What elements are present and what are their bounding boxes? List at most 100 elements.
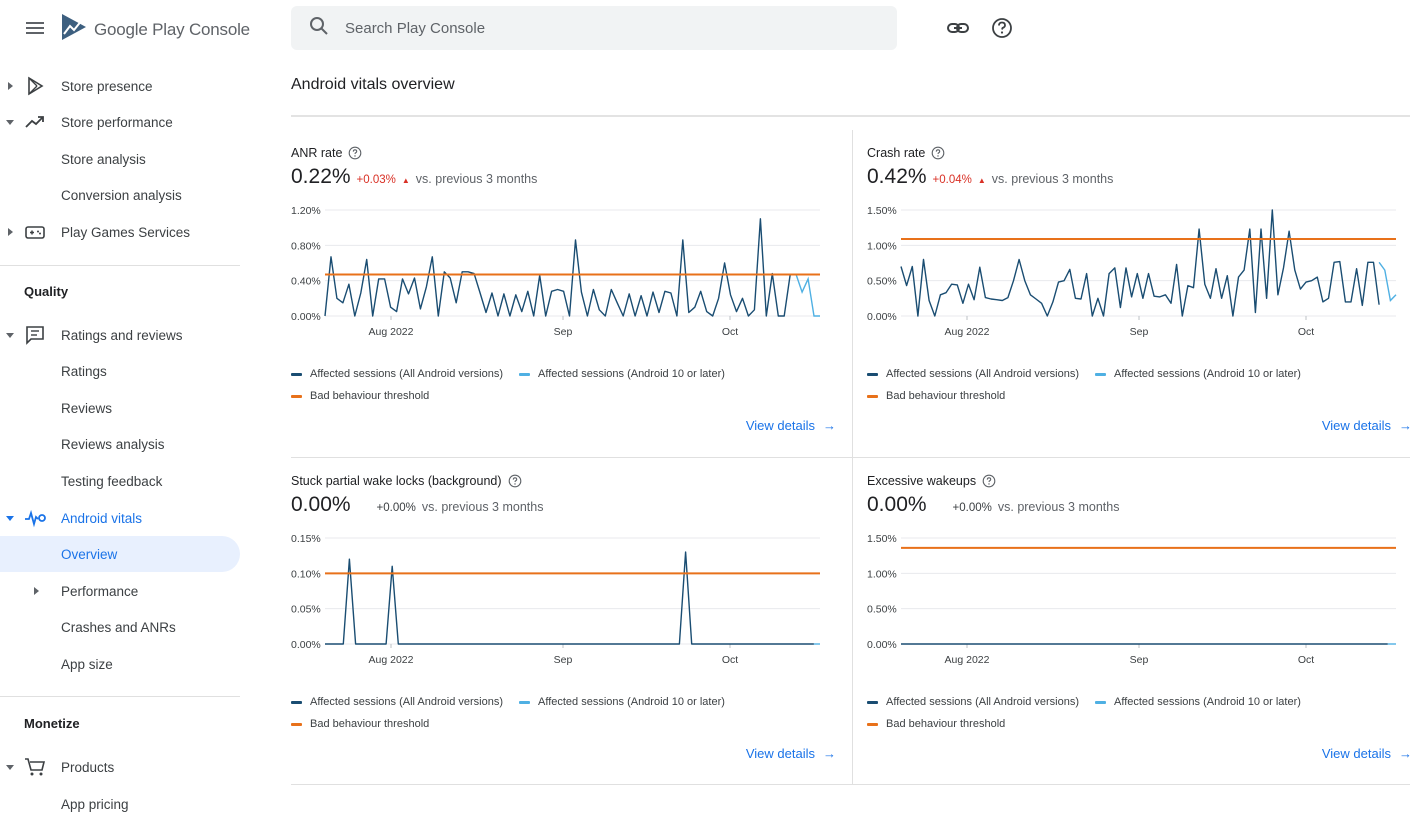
legend-item-all: Affected sessions (All Android versions): [867, 696, 1079, 708]
sidebar-item-play-games-services[interactable]: Play Games Services: [0, 214, 240, 250]
play-icon: [28, 76, 44, 96]
x-tick-label: Oct: [722, 654, 738, 666]
caret-down-icon[interactable]: [4, 512, 16, 524]
y-tick-label: 0.00%: [291, 311, 321, 323]
sidebar-item-reviews-analysis[interactable]: Reviews analysis: [0, 426, 240, 462]
sidebar-item-android-vitals[interactable]: Android vitals: [0, 500, 240, 536]
metric-value: 0.00%: [291, 493, 351, 516]
metric-value: 0.00%: [867, 493, 927, 516]
search-input[interactable]: [345, 19, 865, 37]
card-title: Excessive wakeups: [867, 474, 996, 488]
sidebar-item-store-presence[interactable]: Store presence: [0, 68, 240, 104]
y-tick-label: 0.00%: [867, 639, 897, 651]
metric-comparison: vs. previous 3 months: [421, 500, 544, 514]
caret-right-icon[interactable]: [4, 80, 16, 92]
series-line-android10: [795, 274, 820, 317]
sidebar-item-label: Store presence: [61, 78, 153, 94]
cart-icon: [25, 758, 46, 776]
arrow-up-icon: ▲: [401, 176, 410, 185]
help-icon[interactable]: [348, 146, 362, 160]
card-title-text: ANR rate: [291, 146, 343, 160]
sidebar-item-label: Performance: [61, 583, 139, 599]
card-title: Stuck partial wake locks (background): [291, 474, 522, 488]
help-icon[interactable]: [508, 474, 522, 488]
card-crash-rate: Crash rate 0.42% +0.04% ▲ vs. previous 3…: [867, 130, 1412, 450]
y-tick-label: 0.50%: [867, 276, 897, 288]
y-tick-label: 1.00%: [867, 568, 897, 580]
sidebar-item-label: Store performance: [61, 114, 173, 130]
sidebar-divider: [0, 696, 240, 697]
sidebar-item-ratings[interactable]: Ratings: [0, 353, 240, 389]
caret-down-icon[interactable]: [4, 329, 16, 341]
y-tick-label: 0.15%: [291, 533, 321, 545]
sidebar-divider: [0, 265, 240, 266]
caret-right-icon[interactable]: [4, 226, 16, 238]
search-bar[interactable]: [291, 6, 897, 50]
crash-rate-chart: 1.50% 1.00% 0.50% 0.00% Aug 2022 Sep Oct: [867, 205, 1397, 338]
arrow-up-icon: ▲: [977, 176, 986, 185]
bottom-divider: [291, 784, 1410, 785]
link-icon[interactable]: [945, 15, 971, 41]
series-line-all-android: [325, 551, 814, 645]
sidebar-item-reviews[interactable]: Reviews: [0, 390, 240, 426]
view-details-link[interactable]: View details →: [1321, 418, 1412, 433]
chart-legend: Affected sessions (All Android versions)…: [291, 691, 836, 735]
card-title: ANR rate: [291, 146, 362, 160]
stuck-wake-locks-chart: 0.15% 0.10% 0.05% 0.00% Aug 2022 Sep Oct: [291, 533, 820, 666]
card-stuck-wake-locks: Stuck partial wake locks (background) 0.…: [291, 458, 836, 778]
metric-value: 0.42%: [867, 165, 927, 188]
play-console-logo[interactable]: Google Play Console: [60, 12, 250, 47]
sidebar-item-app-pricing[interactable]: App pricing: [0, 786, 240, 822]
sidebar-item-products[interactable]: Products: [0, 749, 240, 785]
sidebar-item-store-performance[interactable]: Store performance: [0, 104, 240, 140]
section-title-quality: Quality: [24, 284, 69, 299]
sidebar-item-store-analysis[interactable]: Store analysis: [0, 141, 240, 177]
sidebar-item-label: Play Games Services: [61, 224, 191, 240]
view-details-link[interactable]: View details →: [745, 418, 836, 433]
sidebar-item-label: Reviews analysis: [61, 436, 165, 452]
help-icon[interactable]: [982, 474, 996, 488]
view-details-link[interactable]: View details →: [1321, 746, 1412, 761]
chart-legend: Affected sessions (All Android versions)…: [291, 363, 836, 407]
title-divider: [291, 115, 1410, 117]
help-icon[interactable]: [989, 15, 1015, 41]
sidebar-item-performance[interactable]: Performance: [0, 573, 240, 609]
arrow-right-icon: →: [823, 418, 836, 433]
caret-right-icon[interactable]: [30, 585, 42, 597]
x-tick-label: Aug 2022: [369, 326, 414, 338]
legend-item-threshold: Bad behaviour threshold: [867, 718, 1005, 730]
legend-item-android10: Affected sessions (Android 10 or later): [1095, 696, 1301, 708]
page-title: Android vitals overview: [291, 76, 455, 93]
sidebar-item-overview[interactable]: Overview: [0, 536, 240, 572]
metric-value: 0.22%: [291, 165, 351, 188]
gamepad-icon: [25, 226, 45, 239]
y-tick-label: 1.20%: [291, 205, 321, 217]
sidebar-item-app-size[interactable]: App size: [0, 646, 240, 682]
caret-down-icon[interactable]: [4, 116, 16, 128]
legend-item-all: Affected sessions (All Android versions): [291, 696, 503, 708]
x-tick-label: Aug 2022: [945, 326, 990, 338]
card-title-text: Crash rate: [867, 146, 926, 160]
x-tick-label: Aug 2022: [369, 654, 414, 666]
metric-comparison: vs. previous 3 months: [415, 172, 538, 186]
y-tick-label: 0.05%: [291, 604, 321, 616]
sidebar-item-ratings-and-reviews[interactable]: Ratings and reviews: [0, 317, 240, 353]
sidebar-item-conversion-analysis[interactable]: Conversion analysis: [0, 177, 240, 213]
y-tick-label: 0.00%: [291, 639, 321, 651]
sidebar-item-testing-feedback[interactable]: Testing feedback: [0, 463, 240, 499]
x-tick-label: Sep: [1130, 326, 1149, 338]
sidebar-item-label: Conversion analysis: [61, 187, 182, 203]
view-details-link[interactable]: View details →: [745, 746, 836, 761]
y-tick-label: 1.50%: [867, 533, 897, 545]
search-icon: [309, 16, 329, 41]
y-tick-label: 0.50%: [867, 604, 897, 616]
help-icon[interactable]: [931, 146, 945, 160]
sidebar-item-crashes-and-anrs[interactable]: Crashes and ANRs: [0, 609, 240, 645]
menu-icon[interactable]: [22, 16, 48, 40]
metric-delta: +0.00%: [952, 502, 992, 514]
card-title: Crash rate: [867, 146, 945, 160]
y-tick-label: 0.00%: [867, 311, 897, 323]
metric-delta: +0.00%: [376, 502, 416, 514]
caret-down-icon[interactable]: [4, 761, 16, 773]
card-title-text: Stuck partial wake locks (background): [291, 474, 502, 488]
